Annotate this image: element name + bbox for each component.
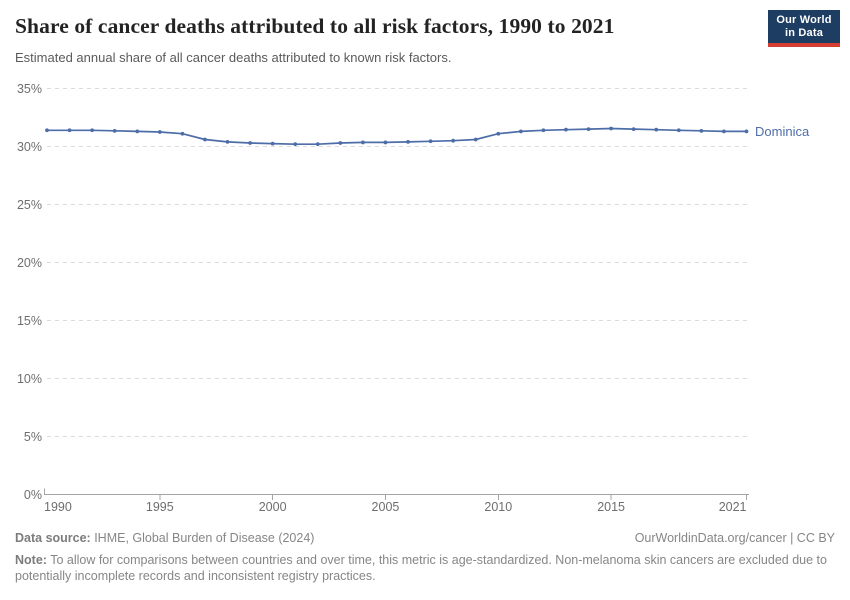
data-point[interactable] bbox=[270, 141, 275, 146]
data-point[interactable] bbox=[315, 142, 320, 147]
data-point[interactable] bbox=[203, 137, 207, 142]
data-point[interactable] bbox=[67, 128, 72, 133]
data-point[interactable] bbox=[180, 131, 185, 136]
data-point[interactable] bbox=[45, 128, 49, 133]
footer-note: Note: To allow for comparisons between c… bbox=[15, 553, 839, 584]
data-point[interactable] bbox=[631, 127, 636, 131]
data-point[interactable] bbox=[90, 128, 95, 133]
series-line[interactable] bbox=[46, 127, 748, 146]
x-tick-label: 1995 bbox=[146, 500, 174, 514]
data-point[interactable] bbox=[676, 128, 681, 133]
x-tick-label: 2021 bbox=[719, 500, 747, 514]
data-point[interactable] bbox=[699, 128, 704, 133]
y-tick-label: 25% bbox=[17, 198, 42, 212]
data-point[interactable] bbox=[564, 127, 568, 132]
x-tick-label: 2005 bbox=[372, 500, 400, 514]
chart-subtitle: Estimated annual share of all cancer dea… bbox=[15, 50, 452, 65]
owid-logo-line1: Our World bbox=[776, 13, 832, 26]
data-source-line: Data source: IHME, Global Burden of Dise… bbox=[15, 531, 314, 545]
y-tick-label: 20% bbox=[17, 256, 42, 270]
data-point[interactable] bbox=[744, 129, 749, 134]
data-point[interactable] bbox=[406, 139, 410, 144]
data-point[interactable] bbox=[225, 139, 230, 144]
series-label-dominica[interactable]: Dominica bbox=[755, 124, 810, 139]
data-point[interactable] bbox=[609, 126, 614, 131]
data-point[interactable] bbox=[361, 140, 365, 145]
y-tick-label: 30% bbox=[17, 140, 42, 154]
footer-source-row: Data source: IHME, Global Burden of Dise… bbox=[15, 531, 835, 545]
data-point[interactable] bbox=[293, 142, 298, 147]
note-label: Note: bbox=[15, 553, 47, 567]
data-point[interactable] bbox=[541, 128, 546, 133]
y-tick-label: 35% bbox=[17, 82, 42, 96]
data-point[interactable] bbox=[451, 138, 456, 143]
data-point[interactable] bbox=[338, 141, 343, 145]
data-point[interactable] bbox=[135, 129, 140, 134]
data-source-text: IHME, Global Burden of Disease (2024) bbox=[90, 531, 315, 545]
data-point[interactable] bbox=[383, 140, 388, 145]
y-tick-label: 15% bbox=[17, 314, 42, 328]
data-point[interactable] bbox=[586, 127, 591, 131]
credit-link[interactable]: OurWorldinData.org/cancer | CC BY bbox=[634, 531, 835, 545]
x-tick-label: 2010 bbox=[484, 500, 512, 514]
data-point[interactable] bbox=[518, 129, 523, 134]
data-point[interactable] bbox=[473, 137, 478, 142]
y-tick-label: 0% bbox=[24, 488, 42, 502]
owid-logo-line2: in Data bbox=[784, 26, 824, 39]
data-source-label: Data source: bbox=[15, 531, 91, 545]
x-tick-label: 2000 bbox=[259, 500, 287, 514]
x-tick-label: 1990 bbox=[44, 500, 72, 514]
chart-title: Share of cancer deaths attributed to all… bbox=[15, 14, 615, 38]
data-point[interactable] bbox=[722, 129, 726, 134]
x-tick-label: 2015 bbox=[597, 500, 625, 514]
data-point[interactable] bbox=[248, 141, 252, 145]
data-point[interactable] bbox=[496, 131, 501, 136]
data-point[interactable] bbox=[654, 127, 659, 132]
data-point[interactable] bbox=[157, 130, 162, 134]
y-tick-label: 10% bbox=[17, 372, 42, 386]
data-point[interactable] bbox=[112, 128, 117, 133]
owid-logo: Our World in Data bbox=[768, 10, 840, 47]
data-point[interactable] bbox=[428, 139, 433, 144]
note-text: To allow for comparisons between countri… bbox=[15, 553, 827, 583]
y-tick-label: 5% bbox=[24, 430, 42, 444]
